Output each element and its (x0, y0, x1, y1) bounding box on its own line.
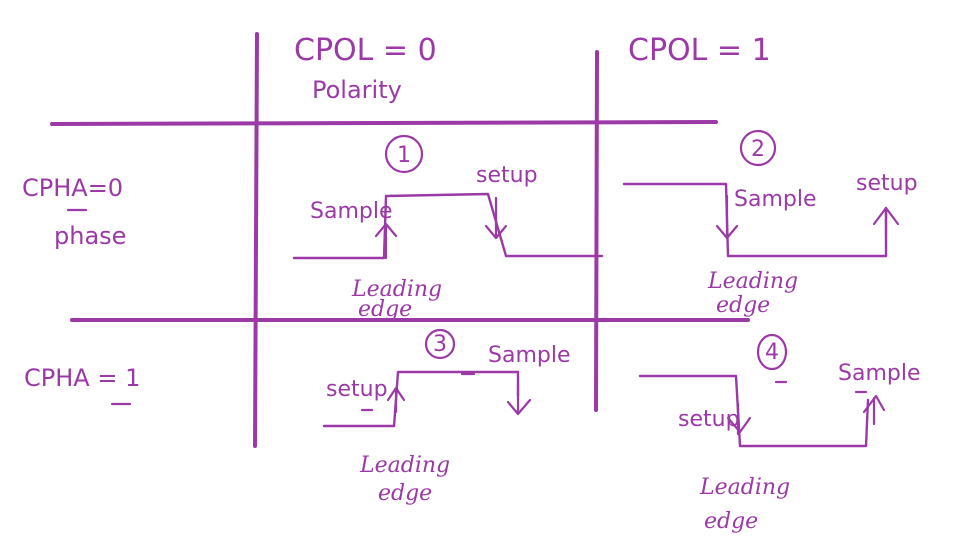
right-edge-label: Sample (838, 361, 921, 386)
left-edge-label: Sample (310, 199, 393, 224)
header-cpha-0: CPHA=0 (22, 174, 123, 202)
edge-caption-line-2: edge (378, 481, 432, 506)
clock-waveform (292, 192, 604, 260)
cell-number: 4 (765, 340, 779, 365)
edge-caption-line-1: Leading (351, 277, 442, 302)
cell-number-circle (384, 134, 424, 174)
cell-number: 1 (397, 143, 411, 168)
edge-caption-line-2: edge (704, 509, 758, 534)
rising-edge-arrow (386, 386, 406, 414)
edge-caption-line-2: edge (358, 297, 412, 322)
falling-edge-arrow (726, 402, 752, 436)
right-edge-label: Sample (488, 343, 571, 368)
right-edge-label: setup (476, 163, 538, 188)
rising-edge-arrow (872, 206, 900, 238)
falling-edge-arrow (715, 194, 739, 240)
header-cpol-1: CPOL = 1 (628, 33, 771, 68)
clock-waveform (322, 370, 520, 428)
left-edge-label: Sample (734, 187, 817, 212)
grid-horizontal-top (50, 120, 718, 126)
edge-caption-line-2: edge (716, 293, 770, 318)
header-cpol-0: CPOL = 0 (294, 33, 437, 68)
cell-number-circle (424, 328, 456, 360)
cell-3: 3 setup Sample Leading edge (322, 328, 571, 506)
rising-edge-arrow (862, 394, 886, 426)
header-cpha-1: CPHA = 1 (24, 364, 140, 392)
left-edge-label: setup (326, 377, 388, 402)
edge-caption-line-1: Leading (359, 453, 450, 478)
header-cpha-0-subtitle: phase (54, 222, 126, 250)
rising-edge-arrow (374, 222, 398, 260)
cell-number: 3 (433, 332, 447, 357)
edge-caption-line-1: Leading (699, 475, 790, 500)
cell-number: 2 (751, 137, 765, 162)
grid-vertical-left (253, 32, 259, 448)
left-edge-label: setup (678, 407, 740, 432)
falling-edge-arrow (484, 196, 508, 240)
cell-4: 4 setup Sample Leading edge (638, 333, 921, 534)
cell-number-circle (739, 129, 777, 167)
edge-caption-line-1: Leading (707, 269, 798, 294)
falling-edge-arrow (506, 382, 532, 416)
clock-waveform (638, 374, 870, 448)
right-edge-label: setup (856, 171, 918, 196)
clock-waveform (622, 182, 888, 258)
cell-1: 1 Sample setup Leading edge (292, 134, 604, 322)
header-cpol-0-subtitle: Polarity (312, 76, 402, 104)
grid-vertical-right (594, 50, 599, 412)
cell-number-circle (756, 333, 788, 371)
cell-2: 2 Sample setup Leading edge (622, 129, 918, 318)
